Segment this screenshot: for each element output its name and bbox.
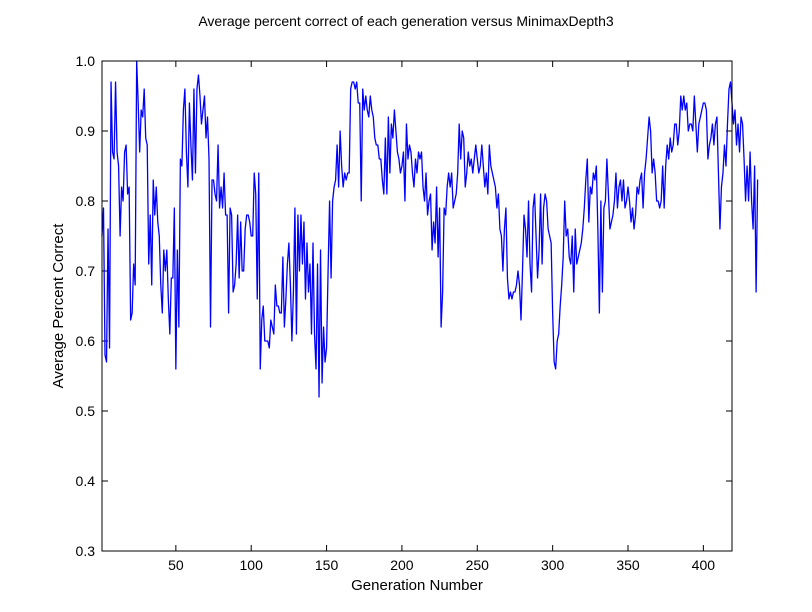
y-tick-label: 1.0	[76, 53, 96, 69]
y-tick-label: 0.3	[76, 543, 96, 559]
x-tick-label: 100	[240, 557, 264, 573]
y-axis-ticks: 0.3 0.4 0.5 0.6 0.7 0.8 0.9 1.0	[76, 53, 732, 559]
y-tick-label: 0.8	[76, 193, 96, 209]
x-tick-label: 250	[466, 557, 490, 573]
y-axis-label: Average Percent Correct	[50, 223, 67, 389]
x-axis-label: Generation Number	[351, 577, 483, 594]
x-tick-label: 200	[390, 557, 414, 573]
x-tick-label: 150	[315, 557, 339, 573]
series-line	[101, 60, 759, 398]
y-tick-label: 0.6	[76, 333, 96, 349]
y-tick-label: 0.9	[76, 123, 96, 139]
x-tick-label: 400	[692, 557, 716, 573]
plot-frame	[101, 60, 733, 552]
x-tick-label: 350	[616, 557, 640, 573]
x-tick-label: 300	[541, 557, 565, 573]
y-tick-label: 0.5	[76, 403, 96, 419]
plot-area	[102, 61, 732, 551]
x-tick-label: 50	[168, 557, 184, 573]
y-tick-label: 0.4	[76, 473, 96, 489]
chart-title: Average percent correct of each generati…	[198, 13, 614, 29]
y-tick-label: 0.7	[76, 263, 96, 279]
x-axis-ticks: 50 100 150 200 250 300 350 400	[168, 61, 715, 573]
